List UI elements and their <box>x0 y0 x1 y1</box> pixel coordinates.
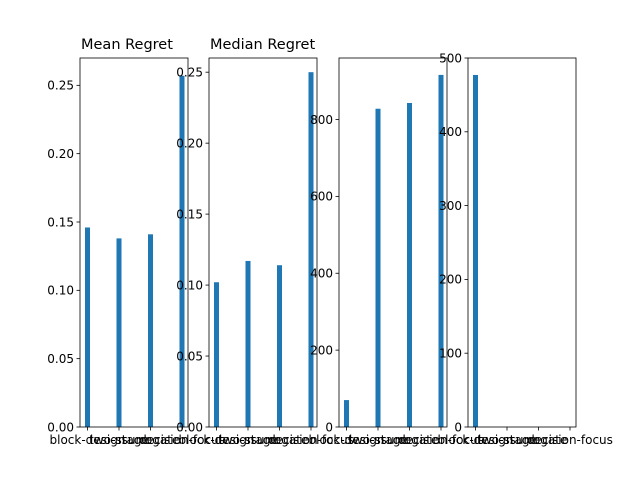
axes-frame <box>208 57 318 428</box>
x-tick-label: decision-focus <box>398 433 484 447</box>
bar-surrogate <box>148 234 153 427</box>
y-tick-label: 300 <box>439 199 462 213</box>
y-tick-label: 0.25 <box>176 65 203 79</box>
y-tick-label: 800 <box>310 113 333 127</box>
x-tick-label: decision-focus <box>527 433 613 447</box>
y-tick-label: 0.10 <box>176 278 203 292</box>
x-tick-label: surrogate <box>381 433 439 447</box>
y-tick-label: 100 <box>439 347 462 361</box>
bar-decision-focus <box>179 75 185 428</box>
chart-panel-1: 0.00 0.05 0.10 0.15 0.20 0.25 block-designtwo-… <box>47 37 225 447</box>
chart-panel-2: 0.00 0.05 0.10 0.15 0.20 0.25 block-designtwo-… <box>176 37 354 447</box>
x-tick-label: surrogate <box>510 433 568 447</box>
bar-block-design <box>344 400 349 427</box>
x-tick-label: surrogate <box>251 433 309 447</box>
y-tick-label: 0.10 <box>47 284 74 298</box>
y-tick-label: 0.05 <box>47 352 74 366</box>
y-tick-label: 0.00 <box>176 420 203 434</box>
axes-frame <box>467 57 577 428</box>
bar-decision-focus <box>308 72 314 427</box>
y-tick-label: 0 <box>325 420 333 434</box>
bar-two-stage <box>116 238 122 427</box>
panel-title: Median Regret <box>210 37 315 53</box>
chart-panel-4: 0 100 200 300 400 500 block-designtwo-stagesur… <box>438 51 613 447</box>
axes-frame <box>338 57 448 428</box>
y-tick-label: 0.05 <box>176 349 203 363</box>
x-tick-label: decision-focus <box>139 433 225 447</box>
y-tick-label: 0.00 <box>47 420 74 434</box>
x-tick-label: block-design <box>179 433 255 447</box>
y-tick-label: 200 <box>439 273 462 287</box>
bar-block-design <box>473 74 478 427</box>
bar-decision-focus <box>438 74 444 427</box>
x-tick-label: two-stage <box>218 433 278 447</box>
x-tick-label: two-stage <box>348 433 408 447</box>
bar-block-design <box>214 282 219 427</box>
x-tick-label: block-design <box>309 433 385 447</box>
bar-surrogate <box>407 102 412 427</box>
bar-two-stage <box>245 260 251 427</box>
x-tick-label: block-design <box>50 433 126 447</box>
y-tick-label: 600 <box>310 190 333 204</box>
y-tick-label: 0 <box>454 420 462 434</box>
y-tick-label: 500 <box>439 51 462 65</box>
y-tick-label: 200 <box>310 343 333 357</box>
panel-title: Mean Regret <box>81 37 173 53</box>
x-tick-label: two-stage <box>477 433 537 447</box>
x-tick-label: two-stage <box>89 433 149 447</box>
y-tick-label: 0.15 <box>176 207 203 221</box>
bar-two-stage <box>375 108 381 428</box>
axes-frame <box>79 57 189 428</box>
y-tick-label: 0.20 <box>176 136 203 150</box>
y-tick-label: 400 <box>439 125 462 139</box>
y-tick-label: 400 <box>310 267 333 281</box>
x-tick-label: block-design <box>438 433 514 447</box>
chart-panel-3: 0 200 400 600 800 block-designtwo-stagesurrog… <box>309 57 484 447</box>
y-tick-label: 0.15 <box>47 215 74 229</box>
y-tick-label: 0.20 <box>47 147 74 161</box>
x-tick-label: decision-focus <box>268 433 354 447</box>
x-tick-label: surrogate <box>122 433 180 447</box>
bar-surrogate <box>277 265 282 427</box>
y-tick-label: 0.25 <box>47 79 74 93</box>
bar-block-design <box>85 227 90 427</box>
